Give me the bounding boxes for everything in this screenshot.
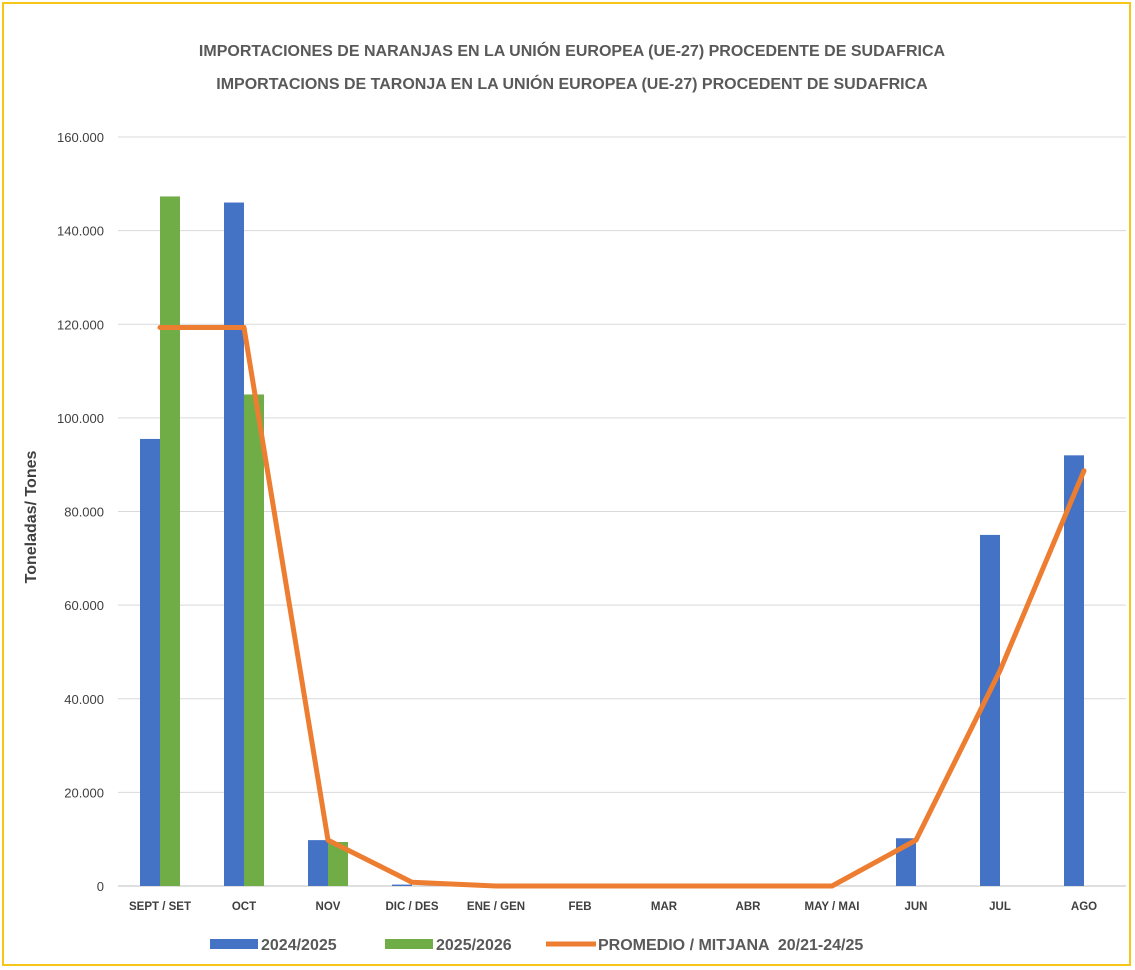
bar-2025-2026-1 [244,394,264,886]
bar-2025-2026-0 [160,196,180,886]
legend-label-2025-2026: 2025/2026 [436,937,512,954]
bar-2024-2025-11 [1064,455,1084,886]
x-tick-label: MAY / MAI [805,901,860,913]
y-tick-label: 140.000 [57,224,104,239]
y-tick-label: 20.000 [64,785,104,800]
y-axis-ticks: 0 20.000 40.000 60.000 80.000 100.000 120.000 1… [57,130,104,894]
chart-title-line1: IMPORTACIONES DE NARANJAS EN LA UNIÓN EU… [199,41,946,60]
average-line-series [160,328,1084,886]
legend-label-average: PROMEDIO / MITJANA 20/21-24/25 [598,937,863,954]
y-axis-label: Toneladas/ Tones [23,451,40,584]
y-tick-label: 40.000 [64,692,104,707]
x-tick-label: ABR [736,901,762,913]
x-tick-label: NOV [316,901,341,913]
legend: 2024/2025 2025/2026 PROMEDIO / MITJANA 20/… [210,937,863,954]
y-tick-label: 120.000 [57,317,104,332]
x-tick-label: FEB [569,901,592,913]
chart-title-line2: IMPORTACIONS DE TARONJA EN LA UNIÓN EURO… [216,74,928,93]
y-tick-label: 60.000 [64,598,104,613]
x-tick-label: AGO [1071,901,1097,913]
legend-swatch-2025-2026 [385,939,433,949]
y-tick-label: 80.000 [64,505,104,520]
x-tick-label: ENE / GEN [467,901,525,913]
x-tick-label: OCT [232,901,256,913]
bar-2024-2025-1 [224,203,244,886]
x-tick-label: JUL [989,901,1011,913]
gridlines [118,137,1126,886]
average-line [160,328,1084,886]
legend-swatch-2024-2025 [210,939,258,949]
x-tick-label: MAR [651,901,678,913]
x-axis-ticks: SEPT / SET OCT NOV DIC / DES ENE / GEN FEB MAR… [129,901,1097,913]
x-tick-label: JUN [904,901,927,913]
legend-label-2024-2025: 2024/2025 [261,937,337,954]
bar-2024-2025-2 [308,840,328,886]
y-tick-label: 0 [97,879,104,894]
y-tick-label: 100.000 [57,411,104,426]
bar-2024-2025-0 [140,439,160,886]
bar-2024-2025-3 [392,885,412,886]
y-tick-label: 160.000 [57,130,104,145]
x-tick-label: SEPT / SET [129,901,191,913]
x-tick-label: DIC / DES [385,901,438,913]
